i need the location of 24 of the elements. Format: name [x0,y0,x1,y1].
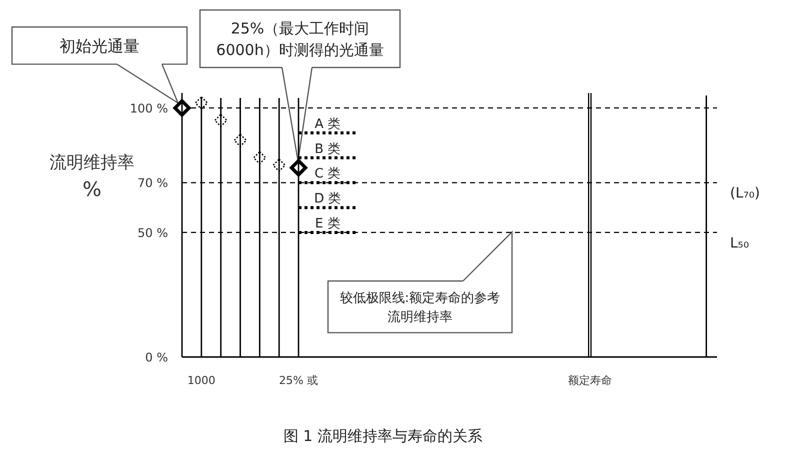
point [194,96,208,110]
y-tick-label: 100 % [130,101,168,116]
point [234,134,247,147]
ref-line-label: L₅₀ [730,235,750,252]
annotation: 较低极限线:额定寿命的参考流明维持率 [340,291,500,325]
text: 图 1 流明维持率与寿命的关系 [283,427,482,445]
point [272,158,286,172]
series-label: E 类 [314,216,340,232]
y-axis-title: 流明维持率 % [50,153,134,201]
text: 初始光通量 [60,36,140,56]
y-tick-label: 0 % [145,350,168,364]
series-label: D 类 [314,192,342,207]
x-tick-label: 25% 或 [279,374,318,387]
series-label: A 类 [314,116,341,132]
point [214,114,228,128]
point [253,151,266,164]
y-tick-label: 50 % [138,226,168,240]
series-label: C 类 [314,166,341,182]
ref-line-label: (L₇₀) [730,186,760,202]
y-tick-label: 70 % [138,176,168,190]
x-tick-label: 1000 [187,374,216,387]
x-tick-label: 额定寿命 [568,374,612,387]
series-label: B 类 [314,142,341,157]
text: 25%（最大工作时间 6000h）时测得的光通量 [216,19,384,60]
